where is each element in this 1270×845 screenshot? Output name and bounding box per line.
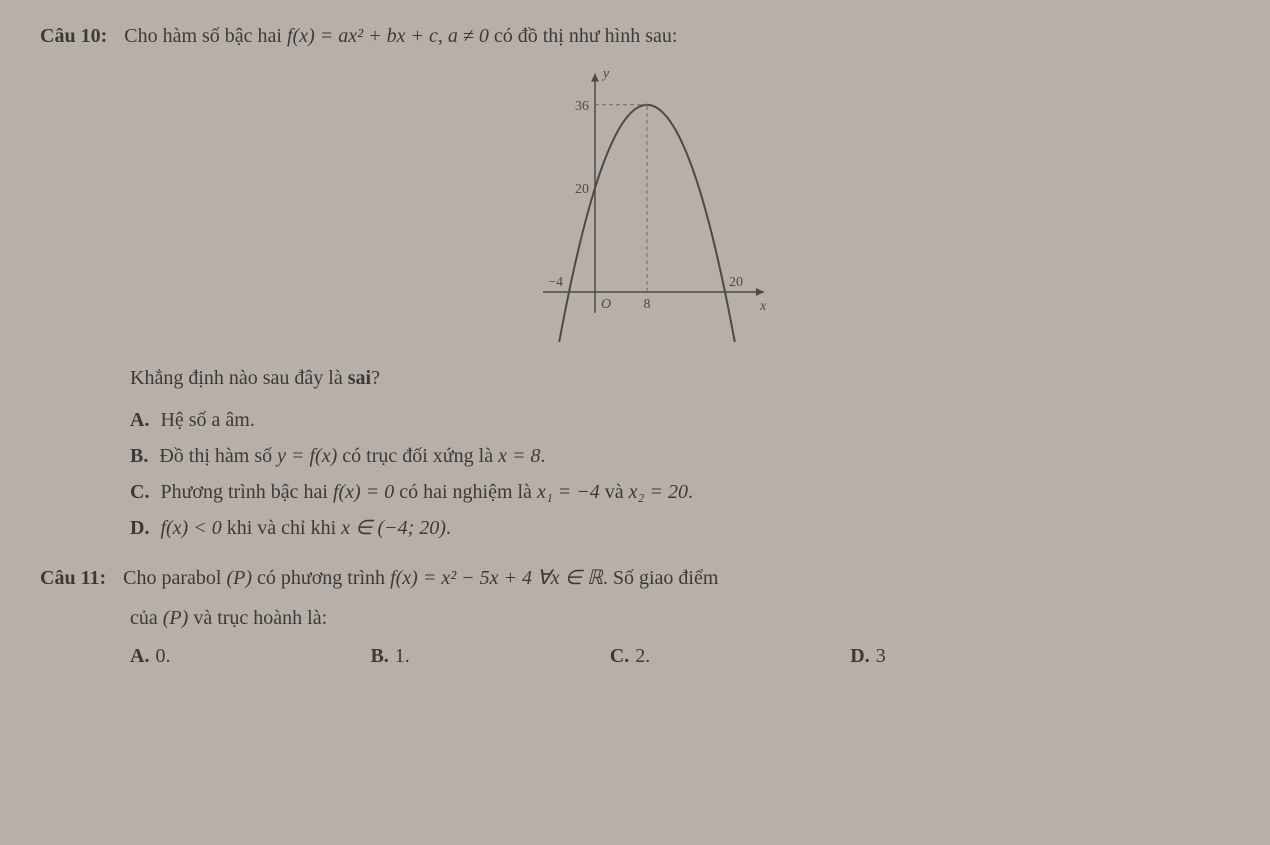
opt-a-body: Hệ số a âm.	[160, 409, 254, 431]
q10-label: Câu 10:	[40, 25, 107, 47]
q11-l2-p: (P)	[163, 607, 189, 629]
q11-mid1: có phương trình	[252, 567, 390, 589]
opt-d-text: f(x) < 0 khi và chỉ khi x ∈ (−4; 20).	[160, 517, 450, 539]
q10-sub-before: Khẳng định nào sau đây là	[130, 367, 348, 389]
svg-text:O: O	[601, 297, 611, 312]
q11-a-val: 0.	[155, 645, 170, 667]
opt-c-f3: x₂ = 20	[629, 481, 688, 503]
q11-d-label: D.	[850, 645, 869, 667]
q11-b-val: 1.	[395, 645, 410, 667]
opt-b-text: Đồ thị hàm số y = f(x) có trục đối xứng …	[159, 445, 545, 467]
q11-option-b: B. 1.	[370, 640, 409, 672]
q10-chart: −4 20 20 36 8 Oy x	[40, 62, 1230, 352]
opt-b-label: B.	[130, 445, 148, 467]
q10-sub-after: ?	[371, 367, 380, 389]
q10-options: A. Hệ số a âm. B. Đồ thị hàm số y = f(x)…	[130, 404, 1230, 544]
opt-d-f1: f(x) < 0	[160, 517, 221, 539]
opt-d-after: .	[446, 517, 451, 539]
q10-formula: f(x) = ax² + bx + c, a ≠ 0	[287, 25, 489, 47]
question-11: Câu 11: Cho parabol (P) có phương trình …	[40, 562, 1230, 594]
q10-sub-prompt: Khẳng định nào sau đây là sai?	[130, 362, 1230, 394]
q11-text: Cho parabol (P) có phương trình f(x) = x…	[123, 567, 718, 589]
parabola-chart: −4 20 20 36 8 Oy x	[485, 62, 785, 342]
svg-text:20: 20	[729, 275, 743, 290]
opt-c-f1: f(x) = 0	[333, 481, 394, 503]
q11-before: Cho parabol	[123, 567, 226, 589]
q11-f: f(x) = x² − 5x + 4 ∀x ∈ ℝ	[390, 567, 603, 589]
svg-text:20: 20	[575, 182, 589, 197]
svg-text:x: x	[759, 299, 767, 314]
svg-text:y: y	[601, 67, 610, 82]
opt-b-before: Đồ thị hàm số	[159, 445, 277, 467]
q11-option-a: A. 0.	[130, 640, 170, 672]
q11-c-val: 2.	[635, 645, 650, 667]
opt-c-before: Phương trình bậc hai	[160, 481, 333, 503]
opt-c-mid2: và	[600, 481, 629, 503]
q11-d-val: 3	[876, 645, 886, 667]
q11-b-label: B.	[370, 645, 388, 667]
opt-b-f1: y = f(x)	[277, 445, 337, 467]
opt-d-mid: khi và chỉ khi	[222, 517, 341, 539]
opt-c-after: .	[688, 481, 693, 503]
q11-label: Câu 11:	[40, 567, 106, 589]
opt-a-text: Hệ số a âm.	[160, 409, 254, 431]
q10-option-a: A. Hệ số a âm.	[130, 404, 1230, 436]
opt-b-mid: có trục đối xứng là	[337, 445, 498, 467]
q11-l2-after: và trục hoành là:	[188, 607, 327, 629]
q11-a-label: A.	[130, 645, 149, 667]
q11-line2: của (P) và trục hoành là:	[130, 602, 1230, 634]
q10-text-before: Cho hàm số bậc hai	[124, 25, 287, 47]
q11-option-d: D. 3	[850, 640, 885, 672]
svg-text:−4: −4	[548, 275, 563, 290]
opt-c-mid: có hai nghiệm là	[394, 481, 537, 503]
q11-options: A. 0. B. 1. C. 2. D. 3	[130, 640, 1230, 672]
opt-b-f2: x = 8	[498, 445, 540, 467]
opt-a-label: A.	[130, 409, 149, 431]
q10-sub-bold: sai	[348, 367, 371, 389]
q10-option-c: C. Phương trình bậc hai f(x) = 0 có hai …	[130, 476, 1230, 508]
q10-option-b: B. Đồ thị hàm số y = f(x) có trục đối xứ…	[130, 440, 1230, 472]
opt-d-label: D.	[130, 517, 149, 539]
opt-c-label: C.	[130, 481, 149, 503]
q11-option-c: C. 2.	[610, 640, 650, 672]
svg-text:8: 8	[644, 297, 651, 312]
q10-text: Cho hàm số bậc hai f(x) = ax² + bx + c, …	[124, 25, 677, 47]
q11-l2-before: của	[130, 607, 163, 629]
opt-d-f2: x ∈ (−4; 20)	[341, 517, 446, 539]
opt-c-f2: x₁ = −4	[537, 481, 600, 503]
q10-text-after: có đồ thị như hình sau:	[494, 25, 678, 47]
opt-c-text: Phương trình bậc hai f(x) = 0 có hai ngh…	[160, 481, 693, 503]
q11-p: (P)	[226, 567, 252, 589]
question-10: Câu 10: Cho hàm số bậc hai f(x) = ax² + …	[40, 20, 1230, 52]
q11-c-label: C.	[610, 645, 629, 667]
q11-after1: . Số giao điểm	[603, 567, 719, 589]
opt-b-after: .	[540, 445, 545, 467]
q10-option-d: D. f(x) < 0 khi và chỉ khi x ∈ (−4; 20).	[130, 512, 1230, 544]
svg-text:36: 36	[575, 99, 589, 114]
